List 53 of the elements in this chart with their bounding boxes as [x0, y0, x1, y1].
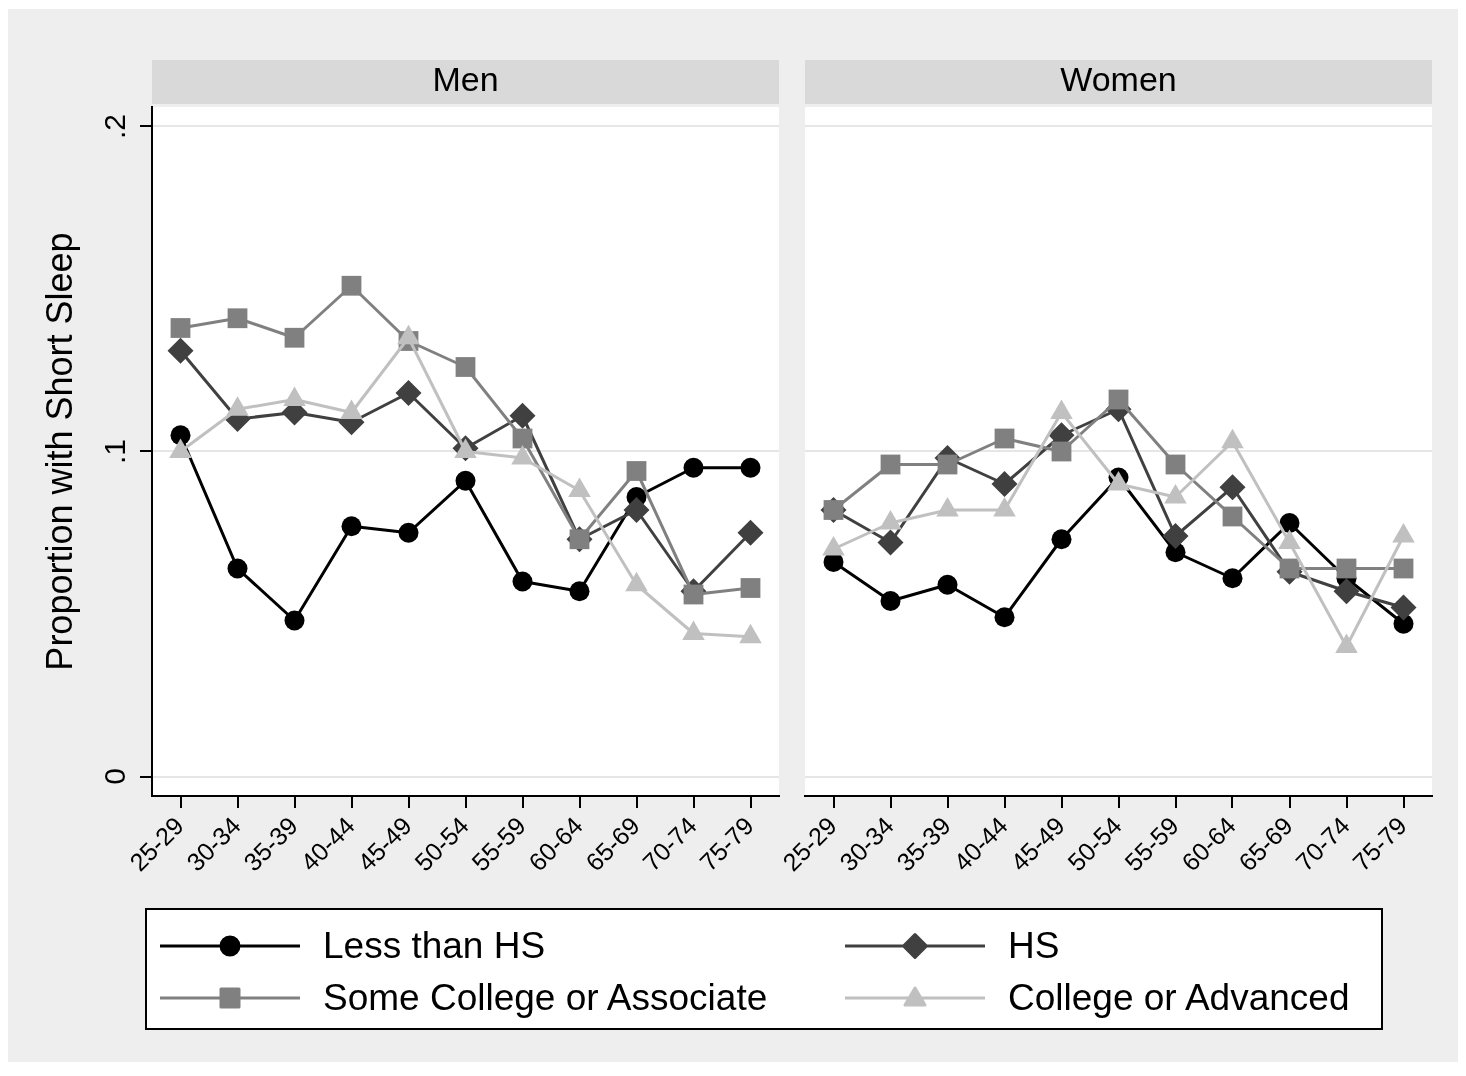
point: [1219, 474, 1246, 501]
point: [880, 591, 901, 611]
point: [877, 529, 904, 556]
y-axis-title: Proportion with Short Sleep: [38, 232, 80, 671]
legend-label: HS: [1008, 925, 1060, 967]
point: [284, 610, 305, 631]
point: [167, 337, 194, 364]
point: [1336, 558, 1357, 579]
y-tick-label: 0: [97, 768, 131, 785]
point: [937, 454, 958, 475]
chart-title: Women: [1060, 60, 1177, 99]
point: [623, 497, 650, 523]
point: [1333, 578, 1360, 605]
chart-title: Men: [432, 60, 499, 99]
point: [170, 318, 191, 338]
point: [880, 454, 901, 475]
point: [512, 571, 533, 592]
legend-label: Less than HS: [323, 925, 546, 967]
point: [1162, 523, 1189, 549]
legend-label: Some College or Associate: [323, 977, 768, 1019]
point: [398, 522, 419, 543]
point: [1165, 454, 1186, 475]
point: [1222, 506, 1243, 527]
point: [1222, 568, 1243, 589]
point: [937, 574, 958, 595]
point: [737, 519, 764, 546]
point: [1108, 389, 1129, 410]
point: [395, 380, 422, 406]
point: [991, 471, 1018, 497]
point: [1051, 441, 1072, 462]
point: [1393, 558, 1414, 579]
point: [1390, 594, 1417, 621]
point: [1279, 513, 1300, 533]
point: [512, 428, 533, 449]
point: [740, 457, 761, 478]
y-tick-label: .1: [97, 438, 131, 465]
point: [227, 308, 248, 329]
point: [626, 461, 647, 481]
y-tick-label: .2: [97, 113, 131, 140]
point: [341, 275, 362, 296]
point: [509, 402, 536, 429]
point: [284, 327, 305, 348]
legend-label: College or Advanced: [1008, 977, 1350, 1019]
point: [455, 470, 476, 491]
point: [994, 428, 1015, 449]
point: [683, 457, 704, 478]
point: [994, 607, 1015, 628]
point: [455, 357, 476, 377]
point: [569, 581, 590, 602]
point: [341, 516, 362, 537]
point: [740, 578, 761, 598]
point: [227, 558, 248, 579]
point: [1051, 529, 1072, 550]
